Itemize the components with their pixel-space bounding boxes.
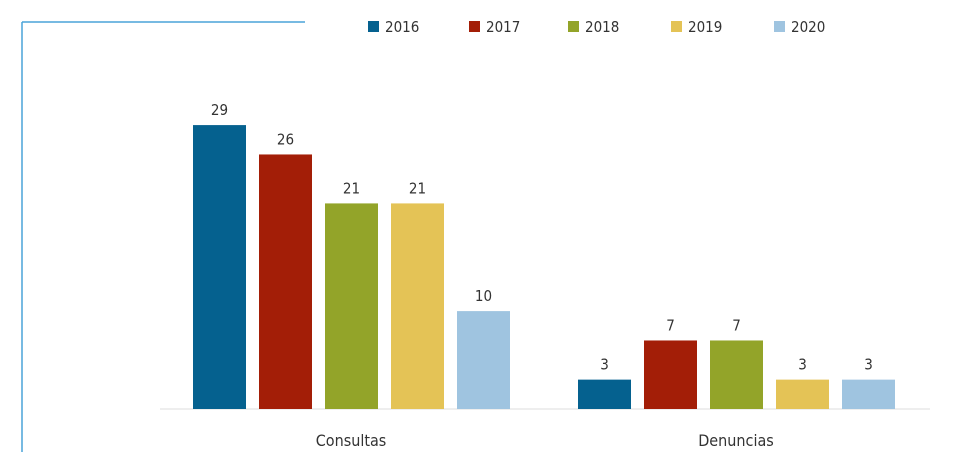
bar-denuncias-2020 (842, 379, 895, 409)
legend-swatch-2020 (774, 21, 785, 32)
bar-denuncias-2017 (644, 340, 697, 409)
bar-denuncias-2018 (710, 340, 763, 409)
data-label-consultas-2020: 10 (475, 287, 492, 305)
legend-swatch-2016 (368, 21, 379, 32)
legend-swatch-2017 (469, 21, 480, 32)
legend-label-2018: 2018 (585, 18, 619, 36)
bar-denuncias-2019 (776, 379, 829, 409)
legend-label-2016: 2016 (385, 18, 419, 36)
legend-label-2020: 2020 (791, 18, 825, 36)
legend-item-2018: 2018 (568, 18, 619, 36)
legend-swatch-2018 (568, 21, 579, 32)
bar-consultas-2018 (325, 203, 378, 409)
legend-item-2017: 2017 (469, 18, 520, 36)
legend-label-2017: 2017 (486, 18, 520, 36)
bar-denuncias-2016 (578, 379, 631, 409)
bar-consultas-2020 (457, 311, 510, 409)
data-label-denuncias-2017: 7 (666, 316, 675, 334)
category-label-consultas: Consultas (316, 431, 387, 450)
legend-item-2016: 2016 (368, 18, 419, 36)
data-label-denuncias-2019: 3 (798, 356, 807, 374)
data-label-consultas-2017: 26 (277, 130, 294, 148)
data-label-consultas-2018: 21 (343, 179, 360, 197)
data-label-consultas-2016: 29 (211, 101, 228, 119)
bars: 29 26 21 21 10 3 7 7 3 3 (193, 101, 895, 409)
legend: 2016 2017 2018 2019 2020 (368, 18, 825, 36)
legend-swatch-2019 (671, 21, 682, 32)
category-label-denuncias: Denuncias (698, 431, 774, 450)
data-label-denuncias-2020: 3 (864, 356, 873, 374)
bar-consultas-2019 (391, 203, 444, 409)
category-labels: Consultas Denuncias (316, 431, 774, 450)
data-label-consultas-2019: 21 (409, 179, 426, 197)
bar-consultas-2017 (259, 154, 312, 409)
data-label-denuncias-2016: 3 (600, 356, 609, 374)
data-label-denuncias-2018: 7 (732, 316, 741, 334)
legend-label-2019: 2019 (688, 18, 722, 36)
legend-item-2020: 2020 (774, 18, 825, 36)
bar-consultas-2016 (193, 125, 246, 409)
legend-item-2019: 2019 (671, 18, 722, 36)
